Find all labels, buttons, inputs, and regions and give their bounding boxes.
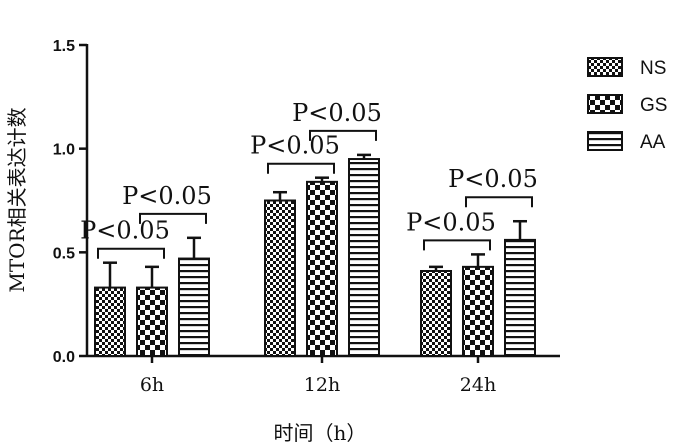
significance-label: P<0.05 — [448, 165, 538, 193]
x-axis-title: 时间（h） — [274, 421, 367, 445]
legend-label-aa: AA — [640, 132, 666, 153]
significance-bracket — [97, 247, 165, 259]
y-tick-label: 1.5 — [53, 38, 75, 55]
legend: NS GS AA — [587, 57, 667, 153]
bar-gs-6h — [136, 286, 168, 357]
x-ticks-group: 6h 12h 24h — [140, 356, 496, 396]
bar-gs-12h — [306, 180, 338, 357]
significance-label: P<0.05 — [292, 99, 382, 127]
x-tick-label-24h: 24h — [460, 374, 496, 396]
annotations-group: P<0.05 P<0.05 P<0.05 P<0.05 P<0.05 P<0.05 — [80, 99, 538, 259]
bars-group — [94, 153, 536, 358]
significance-label: P<0.05 — [250, 132, 340, 160]
bar-aa-12h — [348, 158, 380, 357]
bar-aa-24h — [504, 238, 536, 357]
y-tick-label: 0.0 — [53, 349, 75, 366]
y-ticks-group: 0.0 0.5 1.0 1.5 — [53, 38, 87, 366]
legend-swatch-ns — [587, 57, 623, 77]
significance-bracket — [267, 162, 335, 174]
significance-label: P<0.05 — [406, 208, 496, 236]
significance-bracket — [139, 212, 207, 224]
significance-bracket — [423, 239, 491, 251]
y-axis-title: MTOR相关表达计数 — [5, 107, 29, 292]
bar-aa-6h — [178, 257, 210, 358]
x-tick-label-6h: 6h — [140, 374, 164, 396]
bar-ns-6h — [94, 286, 126, 357]
significance-label: P<0.05 — [122, 182, 212, 210]
bar-ns-24h — [420, 269, 452, 358]
legend-label-ns: NS — [640, 58, 666, 79]
legend-swatch-aa — [587, 131, 623, 151]
significance-bracket — [309, 129, 377, 141]
significance-bracket — [465, 196, 533, 208]
y-tick-label: 1.0 — [53, 142, 75, 159]
significance-label: P<0.05 — [80, 217, 170, 245]
x-tick-label-12h: 12h — [304, 374, 340, 396]
y-tick-label: 0.5 — [53, 245, 75, 262]
bar-ns-12h — [264, 199, 296, 357]
legend-swatch-gs — [587, 94, 623, 114]
legend-label-gs: GS — [640, 95, 667, 116]
bar-gs-24h — [462, 265, 494, 358]
